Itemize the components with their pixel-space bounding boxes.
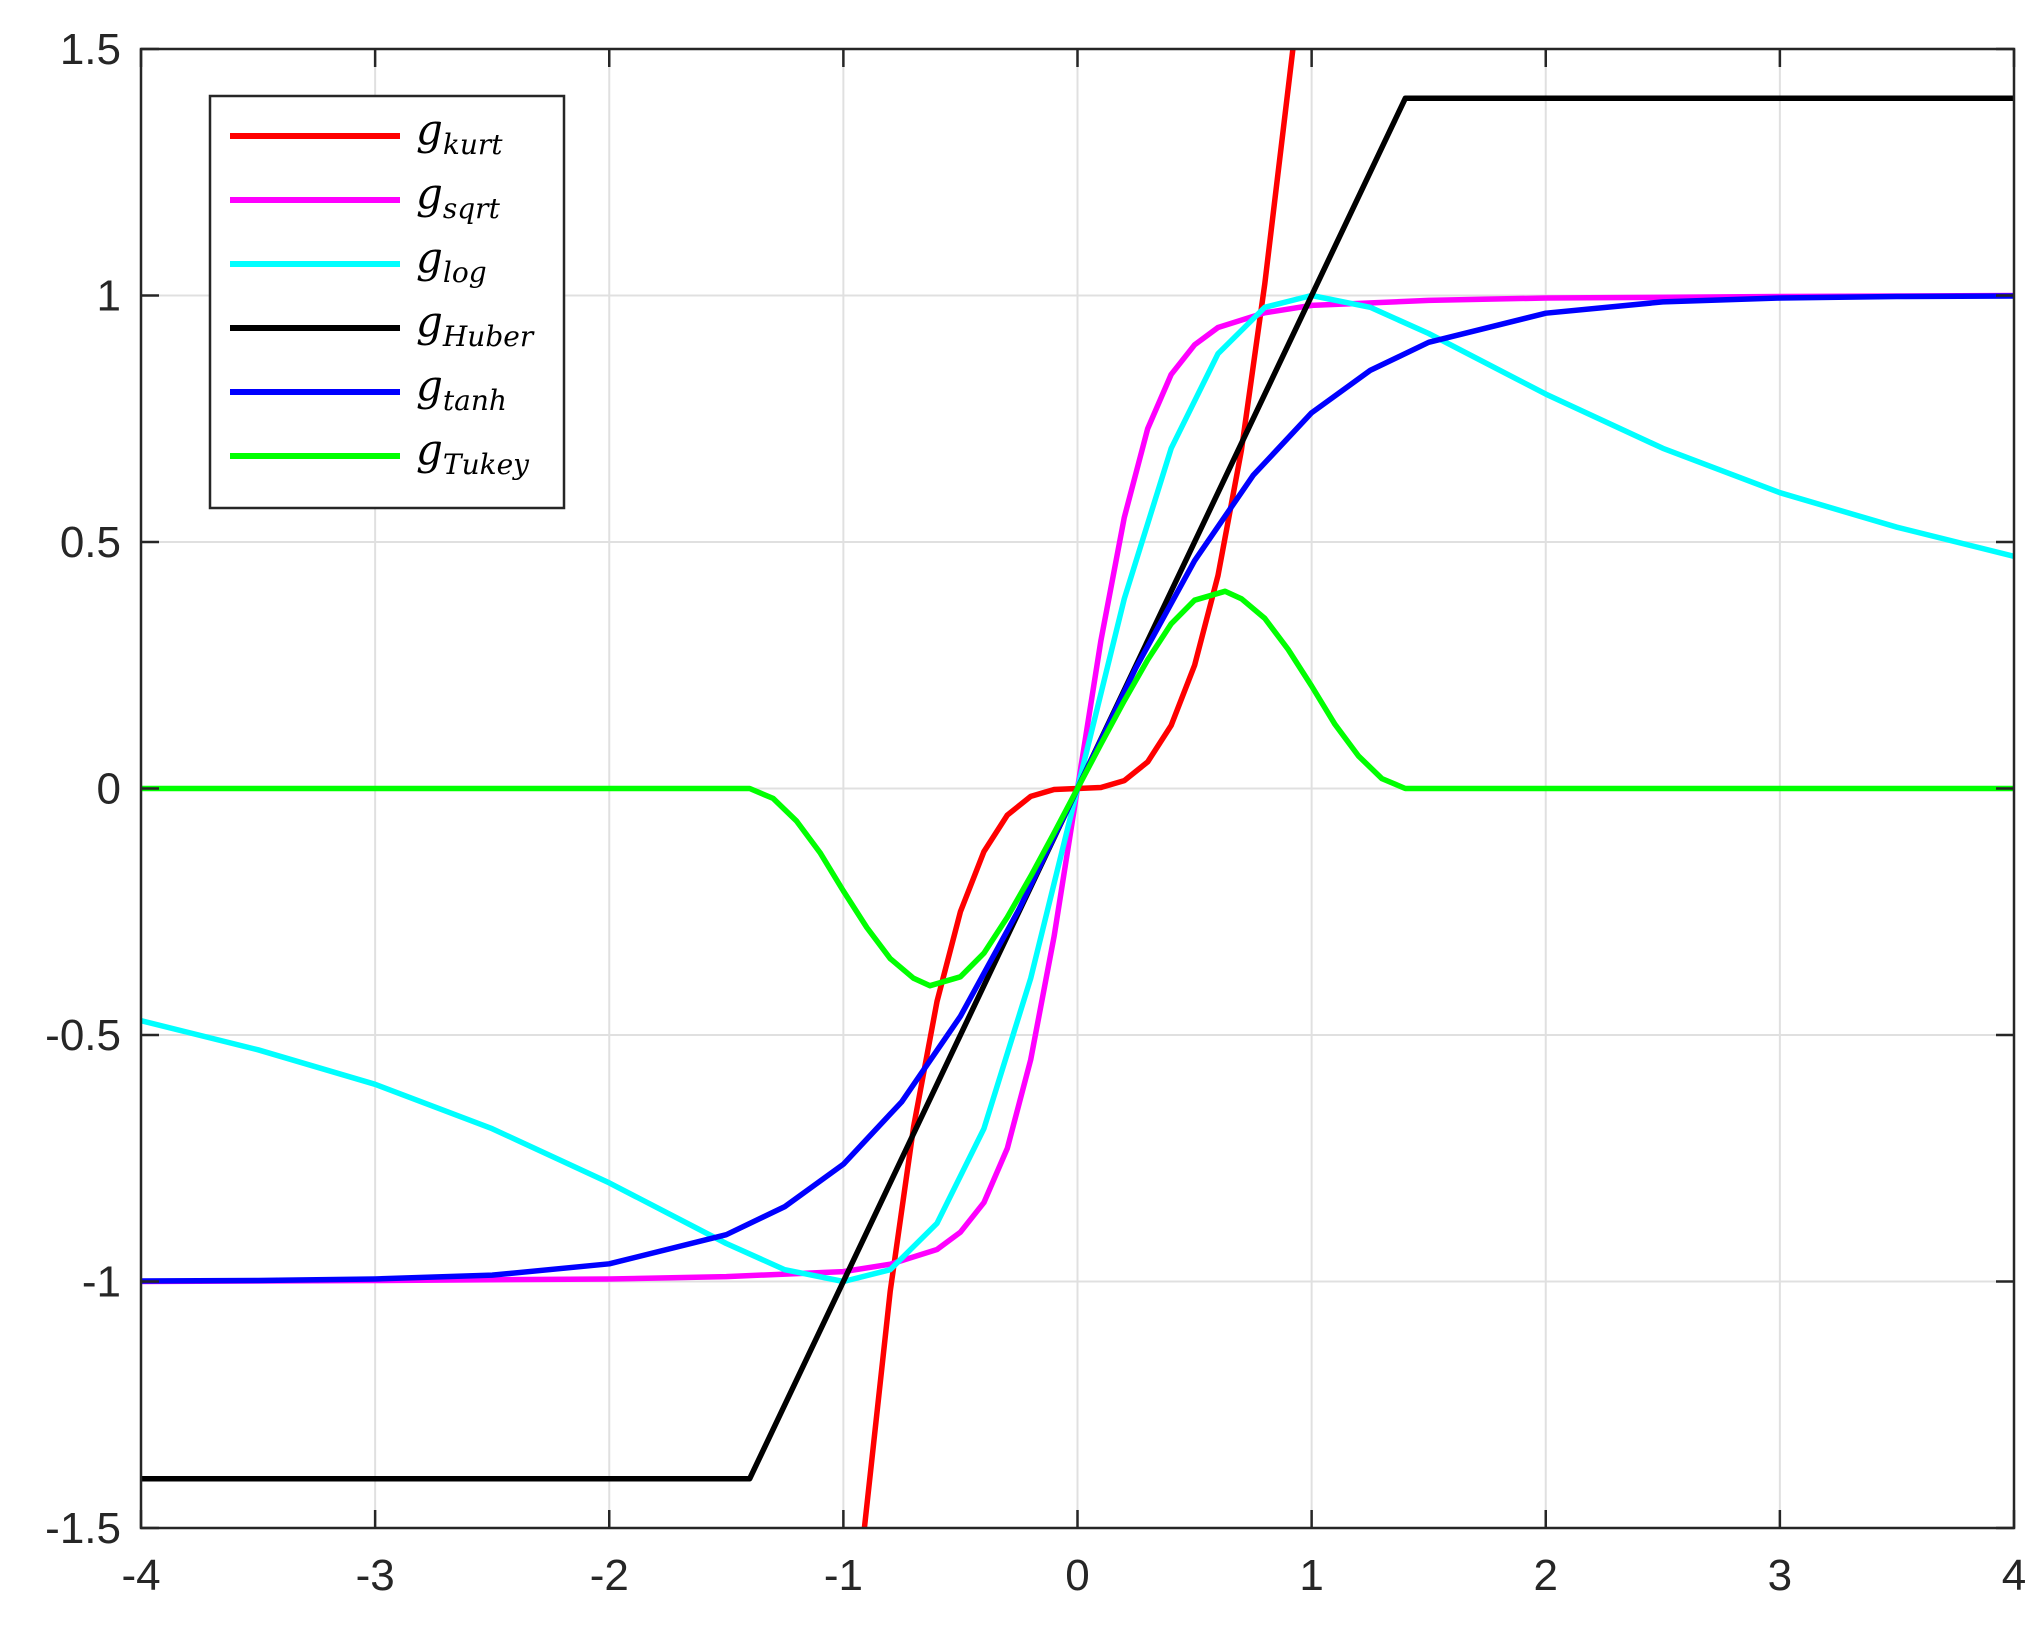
x-tick-label: 3 [1768, 1551, 1792, 1600]
x-tick-label: 1 [1299, 1551, 1323, 1600]
axes-layer: -4 -3 -2 -1 0 1 2 3 4 -1.5 -1 -0.5 0 0.5 1 1.5 [45, 25, 2026, 1600]
y-tick-label: 1.5 [60, 25, 121, 74]
x-tick-label: -1 [824, 1551, 863, 1600]
x-tick-label: -2 [590, 1551, 629, 1600]
legend-label-sqrt: gsqrt [416, 169, 501, 225]
x-tick-label: 4 [2002, 1551, 2026, 1600]
y-tick-label: -1.5 [45, 1504, 121, 1553]
y-tick-label: 1 [97, 272, 121, 321]
series-line-tukey [141, 588, 2014, 989]
legend-label-tukey: gTukey [416, 425, 530, 481]
legend-label-log: glog [416, 233, 487, 289]
legend: gkurt gsqrt glog gHuber gtanh gTukey [208, 94, 566, 510]
legend-box [208, 94, 566, 510]
y-tick-label: -1 [82, 1258, 121, 1307]
x-tick-label: 2 [1534, 1551, 1558, 1600]
legend-label-huber: gHuber [416, 297, 535, 353]
y-tick-label: 0 [97, 765, 121, 814]
x-tick-label: -4 [121, 1551, 160, 1600]
x-tick-label: -3 [356, 1551, 395, 1600]
x-tick-label: 0 [1065, 1551, 1089, 1600]
series-layer [141, 49, 2014, 1528]
legend-label-tanh: gtanh [416, 361, 507, 417]
y-tick-label: -0.5 [45, 1011, 121, 1060]
y-tick-label: 0.5 [60, 518, 121, 567]
legend-label-kurt: gkurt [416, 105, 503, 161]
